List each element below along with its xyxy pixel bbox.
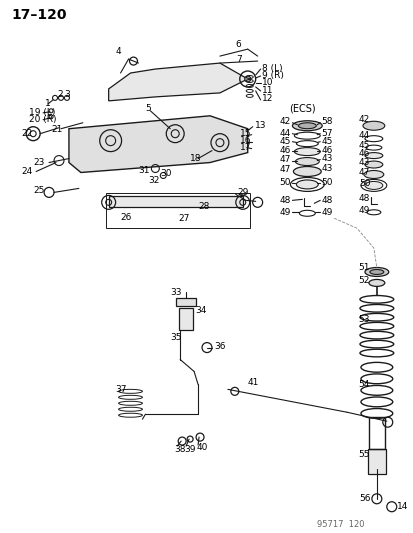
Text: 45: 45: [279, 137, 290, 146]
Text: 2: 2: [57, 91, 62, 99]
Text: 28: 28: [197, 202, 209, 211]
Text: 46: 46: [320, 146, 332, 155]
Text: 12: 12: [261, 94, 272, 103]
Text: 24: 24: [21, 167, 33, 176]
Text: 3: 3: [64, 91, 69, 99]
Text: 37: 37: [115, 385, 127, 394]
Text: 50: 50: [358, 179, 370, 188]
Text: 47: 47: [279, 155, 290, 164]
Text: 47: 47: [358, 168, 370, 177]
Text: 4: 4: [115, 46, 121, 55]
Bar: [176, 298, 196, 306]
Ellipse shape: [296, 180, 318, 189]
Text: 50: 50: [279, 178, 290, 187]
Text: 17: 17: [239, 143, 251, 152]
Text: 29: 29: [237, 188, 249, 197]
Text: 20 (R): 20 (R): [29, 115, 57, 124]
Text: 49: 49: [358, 206, 370, 215]
Text: 1: 1: [45, 99, 51, 108]
Text: 57: 57: [320, 129, 332, 138]
Text: 52: 52: [357, 277, 368, 286]
Text: 9 (R): 9 (R): [261, 70, 283, 79]
Ellipse shape: [368, 279, 384, 286]
Text: 33: 33: [170, 288, 181, 297]
Text: 18: 18: [190, 154, 201, 163]
Ellipse shape: [364, 161, 382, 168]
Text: 16: 16: [239, 136, 251, 145]
Text: 38: 38: [174, 445, 185, 454]
Text: 48: 48: [279, 196, 290, 205]
Text: 40: 40: [196, 442, 207, 451]
Text: 44: 44: [358, 131, 369, 140]
Text: 26: 26: [120, 213, 132, 222]
Text: 32: 32: [148, 176, 159, 185]
Text: 10: 10: [261, 78, 273, 87]
Text: 19 (L): 19 (L): [29, 108, 55, 117]
Text: 31: 31: [138, 166, 150, 175]
Bar: [367, 449, 385, 474]
Text: 47: 47: [279, 165, 290, 174]
Text: 36: 36: [214, 342, 225, 351]
Text: 45: 45: [358, 141, 370, 150]
Ellipse shape: [363, 171, 383, 179]
Text: 11: 11: [261, 86, 273, 95]
Ellipse shape: [298, 123, 316, 129]
Text: 58: 58: [320, 117, 332, 126]
Text: 42: 42: [358, 115, 369, 124]
Text: 48: 48: [358, 194, 370, 203]
Text: 44: 44: [279, 129, 290, 138]
Text: 34: 34: [195, 306, 206, 315]
Ellipse shape: [364, 152, 382, 158]
Text: 35: 35: [170, 333, 181, 342]
Text: 7: 7: [235, 54, 241, 63]
Text: 46: 46: [279, 146, 290, 155]
Text: 43: 43: [320, 164, 332, 173]
Text: 22: 22: [21, 129, 33, 138]
Ellipse shape: [292, 121, 321, 131]
Text: 15: 15: [239, 129, 251, 138]
Text: 23: 23: [33, 158, 45, 167]
Bar: [179, 308, 192, 330]
Ellipse shape: [295, 158, 318, 166]
Text: 49: 49: [320, 208, 332, 217]
Text: 43: 43: [320, 154, 332, 163]
Ellipse shape: [293, 166, 320, 176]
Text: 56: 56: [358, 494, 370, 503]
Text: 55: 55: [357, 449, 368, 458]
Text: 14: 14: [396, 502, 407, 511]
Text: 95717  120: 95717 120: [316, 520, 364, 529]
Ellipse shape: [362, 122, 384, 130]
Text: 48: 48: [320, 196, 332, 205]
Ellipse shape: [364, 268, 388, 277]
Text: 13: 13: [254, 121, 266, 130]
Polygon shape: [69, 116, 247, 173]
Text: 39: 39: [184, 445, 195, 454]
Text: 25: 25: [33, 186, 45, 195]
Text: 17–120: 17–120: [11, 9, 66, 22]
Text: 42: 42: [279, 117, 290, 126]
Text: 6: 6: [235, 39, 241, 49]
Bar: [105, 193, 249, 228]
Text: 27: 27: [178, 214, 189, 223]
Text: 54: 54: [357, 380, 368, 389]
Text: 51: 51: [357, 263, 368, 272]
Circle shape: [244, 76, 250, 82]
Polygon shape: [108, 63, 247, 101]
Text: 5: 5: [145, 104, 151, 114]
Bar: [108, 196, 242, 207]
Text: 30: 30: [160, 169, 171, 178]
Text: 46: 46: [358, 149, 370, 158]
Text: 49: 49: [279, 208, 290, 217]
Text: 50: 50: [320, 178, 332, 187]
Text: 43: 43: [358, 158, 370, 167]
Ellipse shape: [294, 148, 320, 156]
Text: 41: 41: [247, 378, 259, 387]
Text: 8 (L): 8 (L): [261, 63, 282, 72]
Ellipse shape: [369, 270, 383, 274]
Text: (ECS): (ECS): [289, 104, 315, 114]
Text: 45: 45: [320, 137, 332, 146]
Text: 53: 53: [357, 315, 368, 324]
Text: 21: 21: [51, 125, 62, 134]
Ellipse shape: [364, 181, 382, 189]
